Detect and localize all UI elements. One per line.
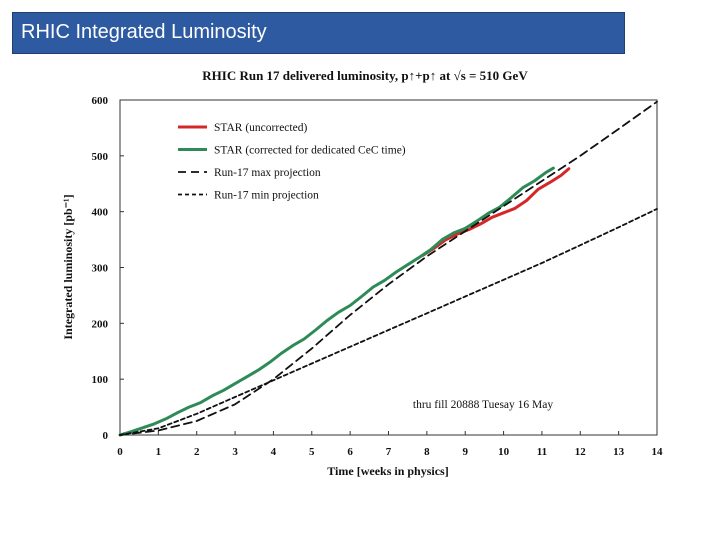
y-tick-label: 500 <box>92 151 109 163</box>
x-tick-label: 10 <box>498 446 510 458</box>
x-tick-label: 7 <box>386 446 392 458</box>
x-tick-label: 0 <box>117 446 123 458</box>
x-tick-label: 5 <box>309 446 315 458</box>
x-axis-label: Time [weeks in physics] <box>327 464 448 478</box>
x-tick-label: 3 <box>232 446 238 458</box>
slide-title: RHIC Integrated Luminosity <box>21 21 267 43</box>
series-line-2 <box>118 166 555 437</box>
x-tick-label: 12 <box>575 446 587 458</box>
y-tick-label: 100 <box>92 374 109 386</box>
slide-header: RHIC Integrated Luminosity <box>12 12 625 54</box>
series-line-4 <box>119 207 658 436</box>
x-tick-label: 1 <box>156 446 162 458</box>
fill-annotation: thru fill 20888 Tuesay 16 May <box>413 399 553 411</box>
x-tick-label: 13 <box>613 446 625 458</box>
y-tick-label: 200 <box>92 318 109 330</box>
legend: STAR (uncorrected) STAR (corrected for de… <box>178 122 406 202</box>
x-tick-label: 6 <box>347 446 353 458</box>
x-tick-label: 8 <box>424 446 430 458</box>
x-tick-label: 14 <box>652 446 664 458</box>
y-tick-label: 0 <box>103 430 109 442</box>
y-tick-label: 400 <box>92 207 109 219</box>
y-tick-label: 300 <box>92 263 109 275</box>
x-tick-label: 2 <box>194 446 200 458</box>
y-axis-label: Integrated luminosity [pb⁻¹] <box>61 194 75 339</box>
legend-label-4: Run-17 min projection <box>214 190 319 202</box>
x-tick-label: 11 <box>537 446 547 458</box>
y-tick-label: 600 <box>92 95 109 107</box>
x-tick-label: 9 <box>462 446 468 458</box>
series-line-3 <box>119 100 658 436</box>
chart-title: RHIC Run 17 delivered luminosity, p↑+p↑ … <box>202 68 528 83</box>
legend-label-2: STAR (corrected for dedicated CeC time) <box>214 145 406 157</box>
series-line-1 <box>421 167 571 257</box>
legend-label-3: Run-17 max projection <box>214 167 321 179</box>
x-tick-label: 4 <box>271 446 277 458</box>
legend-label-1: STAR (uncorrected) <box>214 122 307 134</box>
